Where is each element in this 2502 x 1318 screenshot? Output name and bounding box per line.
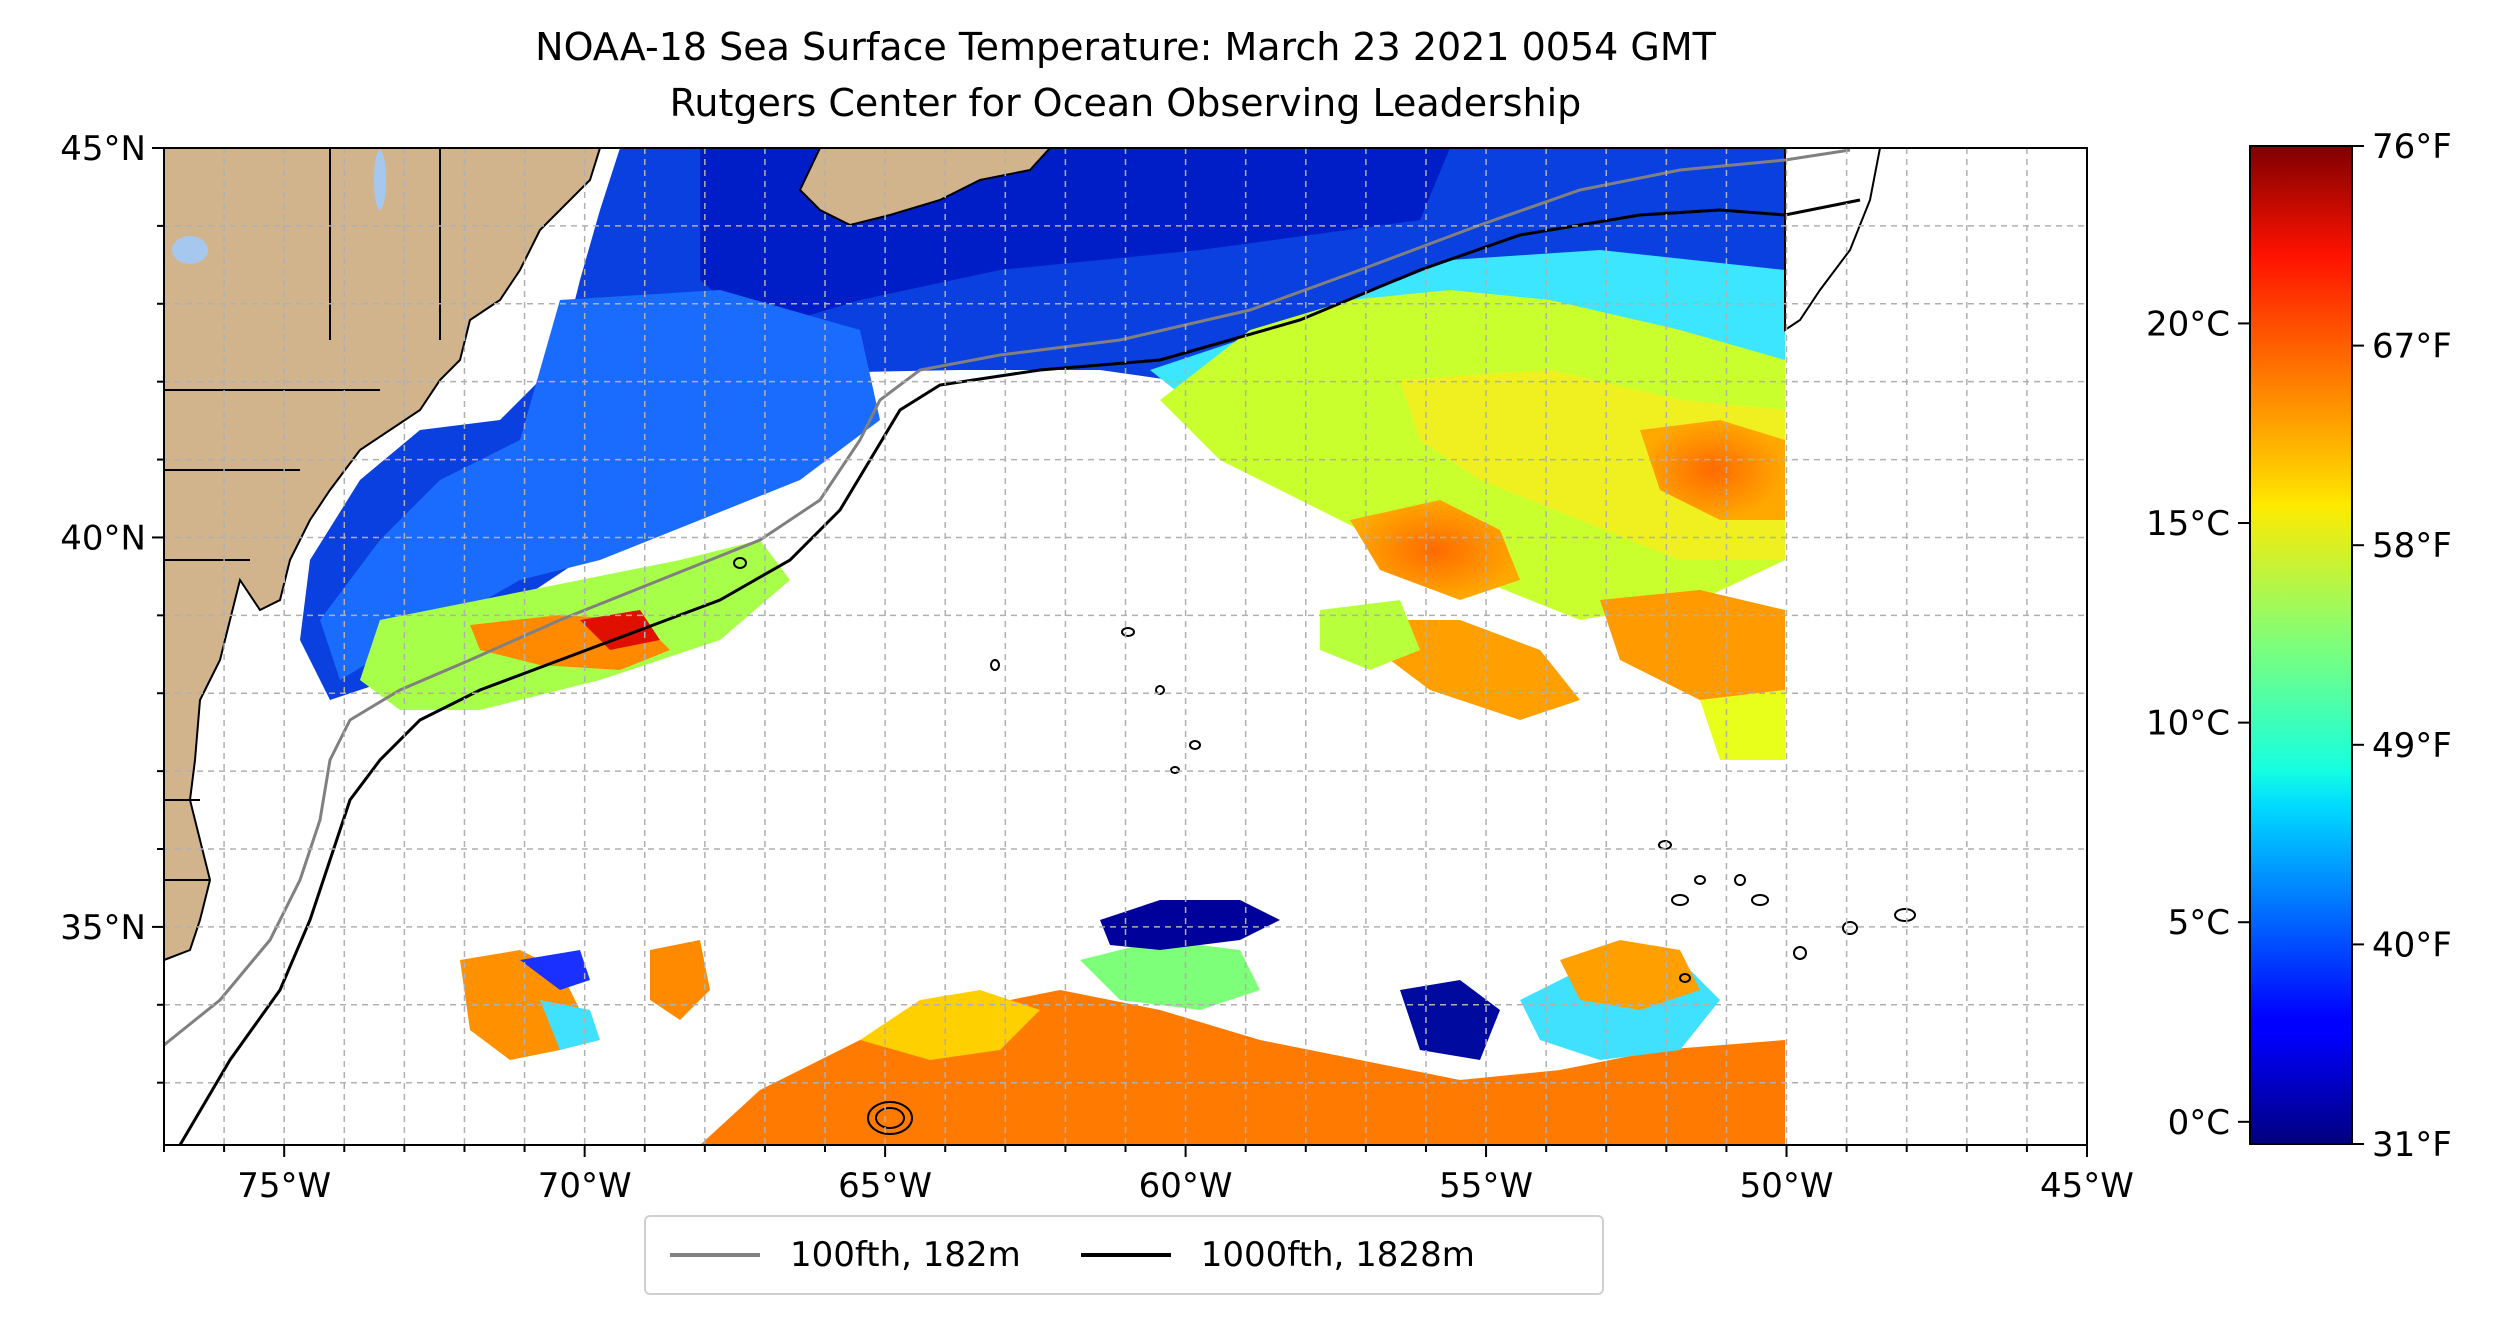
lon-tick-label: 50°W: [1740, 1166, 1834, 1206]
ne-warm-core-3: [1600, 590, 1785, 700]
ne-yellow-water: [1400, 370, 1785, 560]
newfoundland-land: [1784, 148, 1882, 332]
south-orange-patch-east: [1560, 940, 1700, 1010]
nova-scotia-land: [798, 148, 1052, 227]
ne-warm-patch-4: [1380, 620, 1580, 720]
legend-label-1000fth: 1000fth, 1828m: [1200, 1235, 1475, 1275]
colorbar: [2249, 145, 2353, 1145]
fahrenheit-tick-label: 76°F: [2372, 127, 2452, 167]
lake-2: [172, 236, 208, 264]
south-green-patches: [1080, 940, 1260, 1010]
colorbar-celsius-axis: 0°C 5°C 10°C 15°C 20°C: [2146, 304, 2250, 1143]
fahrenheit-tick-label: 40°F: [2372, 925, 2452, 965]
sw-patch-3: [650, 940, 710, 1020]
lat-tick-label: 35°N: [60, 908, 146, 948]
graticule-grid: [164, 148, 2087, 1145]
fahrenheit-tick-label: 31°F: [2372, 1125, 2452, 1165]
celsius-tick-label: 20°C: [2146, 304, 2230, 344]
map-title: NOAA-18 Sea Surface Temperature: March 2…: [535, 25, 1716, 69]
lon-tick-label: 65°W: [838, 1166, 932, 1206]
lake-1: [374, 150, 386, 210]
legend-label-100fth: 100fth, 182m: [790, 1235, 1021, 1275]
land-layer: [164, 148, 1882, 962]
colorbar-fahrenheit-axis: 31°F 40°F 49°F 58°F 67°F 76°F: [2352, 127, 2452, 1165]
longitude-axis: 75°W 70°W 65°W 60°W 55°W 50°W 45°W: [163, 1145, 2134, 1206]
isobath-legend: 100fth, 182m 1000fth, 1828m: [644, 1215, 1604, 1295]
ne-green-patch: [1320, 600, 1420, 670]
slope-hot-spot: [580, 610, 660, 650]
celsius-tick-label: 15°C: [2146, 504, 2230, 544]
isobath-1000fth: [178, 198, 1861, 1145]
celsius-tick-label: 5°C: [2168, 903, 2230, 943]
south-yellow-patches: [860, 990, 1040, 1060]
legend-item-100fth: 100fth, 182m: [670, 1235, 1021, 1275]
sw-patch-4: [540, 1000, 600, 1050]
lat-tick-label: 40°N: [60, 518, 146, 558]
isobath-100fth: [164, 148, 1851, 1047]
latitude-axis: 45°N 40°N 35°N: [60, 129, 164, 1084]
legend-line-1000fth: [1080, 1253, 1171, 1257]
north-america-land: [164, 148, 602, 962]
mid-shelf-blue: [320, 290, 880, 680]
celsius-tick-label: 10°C: [2146, 704, 2230, 744]
lat-tick-label: 45°N: [60, 129, 146, 169]
celsius-tick-label: 0°C: [2168, 1103, 2230, 1143]
ne-warm-core-2: [1640, 420, 1785, 520]
ne-yellow-edge: [1700, 690, 1785, 760]
map-subtitle: Rutgers Center for Ocean Observing Leade…: [669, 81, 1582, 125]
south-navy-patch-2: [1400, 980, 1500, 1060]
lon-tick-label: 45°W: [2040, 1166, 2134, 1206]
south-navy-patch-1: [1100, 900, 1280, 950]
lon-tick-label: 60°W: [1139, 1166, 1233, 1206]
legend-item-1000fth: 1000fth, 1828m: [1080, 1235, 1475, 1275]
lon-tick-label: 55°W: [1439, 1166, 1533, 1206]
seamount-contours: [733, 557, 1916, 1135]
fahrenheit-tick-label: 67°F: [2372, 327, 2452, 367]
sw-patch-2: [520, 950, 590, 990]
lon-tick-label: 70°W: [538, 1166, 632, 1206]
legend-line-100fth: [670, 1253, 760, 1257]
sst-data-layer: [300, 148, 1785, 1145]
ne-warm-core-1: [1350, 500, 1520, 600]
fahrenheit-tick-label: 58°F: [2372, 526, 2452, 566]
lon-tick-label: 75°W: [237, 1166, 331, 1206]
fahrenheit-tick-label: 49°F: [2372, 726, 2452, 766]
